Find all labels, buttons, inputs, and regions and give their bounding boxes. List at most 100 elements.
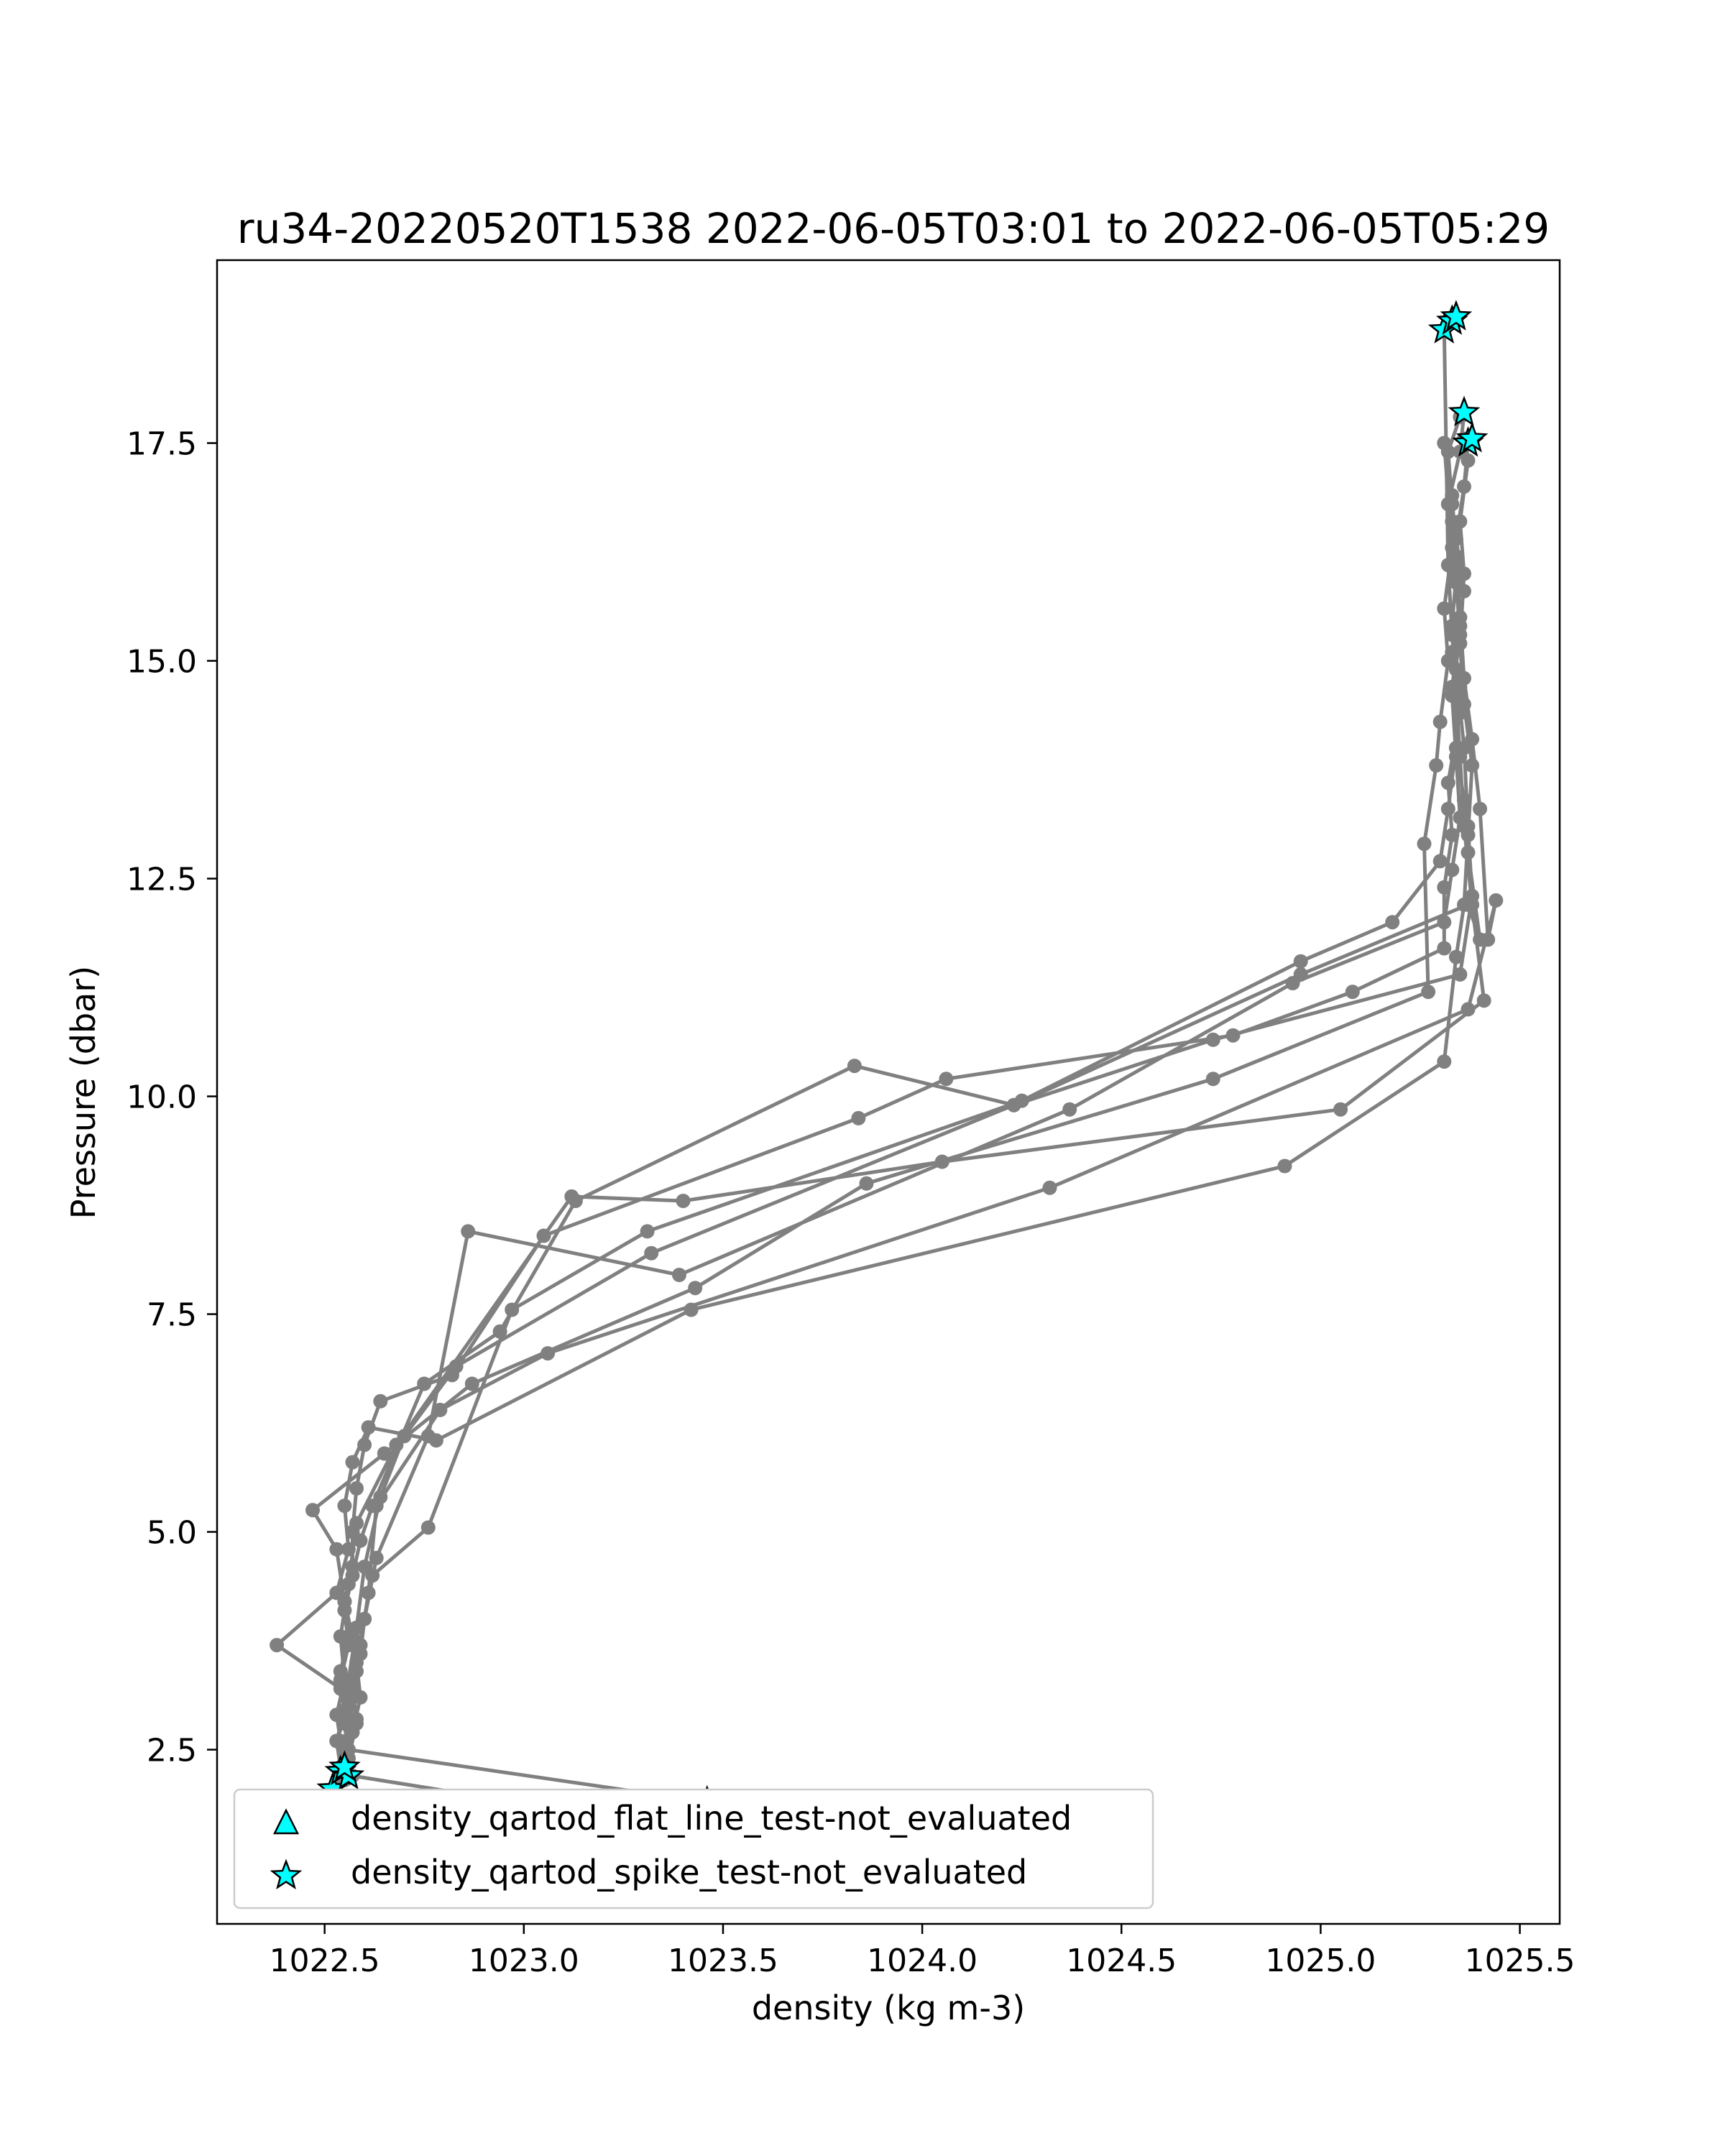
x-tick-label: 1023.5 xyxy=(668,1943,778,1979)
profile-point xyxy=(1062,1102,1077,1117)
x-tick-label: 1025.0 xyxy=(1265,1943,1376,1979)
profile-point xyxy=(377,1446,392,1461)
profile-point xyxy=(1429,758,1444,773)
profile-point xyxy=(640,1224,655,1239)
profile-point xyxy=(373,1490,388,1505)
profile-point xyxy=(337,1594,352,1609)
profile-point xyxy=(1277,1158,1292,1174)
profile-point xyxy=(672,1268,686,1282)
profile-point xyxy=(1453,967,1468,982)
legend-label-spike: density_qartod_spike_test-not_evaluated xyxy=(351,1853,1027,1892)
profile-point xyxy=(1293,954,1308,969)
profile-point xyxy=(341,1577,356,1592)
profile-point xyxy=(1437,1054,1452,1069)
profile-point xyxy=(1460,819,1476,834)
x-tick-label: 1025.5 xyxy=(1465,1943,1576,1979)
profile-point xyxy=(349,1516,364,1531)
profile-point xyxy=(1476,993,1491,1008)
y-tick-label: 15.0 xyxy=(126,644,197,681)
y-tick-label: 12.5 xyxy=(126,862,197,898)
profile-point xyxy=(1042,1180,1057,1195)
profile-point xyxy=(464,1376,479,1391)
profile-point xyxy=(329,1733,344,1749)
profile-point xyxy=(1421,985,1436,1000)
y-tick-label: 5.0 xyxy=(147,1515,197,1552)
profile-point xyxy=(1448,549,1463,564)
profile-point xyxy=(688,1281,703,1296)
legend-box xyxy=(233,1788,1154,1909)
profile-point xyxy=(1417,837,1432,852)
profile-point xyxy=(847,1059,862,1074)
spike-flag-marker xyxy=(1448,395,1481,427)
profile-point xyxy=(397,1429,412,1444)
plot-area xyxy=(270,300,1504,1838)
profile-point xyxy=(1465,888,1480,903)
y-tick-label: 2.5 xyxy=(147,1733,197,1769)
profile-point xyxy=(341,1672,356,1687)
profile-point xyxy=(1453,609,1468,625)
y-tick-label: 17.5 xyxy=(126,426,197,463)
profile-point xyxy=(1437,601,1452,616)
legend-triangle-marker xyxy=(272,1808,300,1835)
x-tick-label: 1024.0 xyxy=(867,1943,978,1979)
spike-flag-marker xyxy=(1440,300,1473,331)
profile-point xyxy=(361,1585,376,1600)
profile-point xyxy=(1205,1032,1220,1047)
x-axis-label: density (kg m-3) xyxy=(752,1989,1025,2027)
profile-point xyxy=(1460,453,1476,468)
legend-label-flat-line: density_qartod_flat_line_test-not_evalua… xyxy=(351,1799,1072,1838)
legend-star-marker xyxy=(270,1858,303,1890)
profile-point xyxy=(329,1542,344,1557)
y-axis-label: Pressure (dbar) xyxy=(64,966,103,1219)
profile-line xyxy=(346,495,1498,1759)
profile-point xyxy=(1437,941,1452,956)
profile-point xyxy=(417,1376,432,1391)
y-axis: 2.5 5.0 7.5 10.0 12.5 15.0 17.5 xyxy=(126,426,217,1769)
profile-point xyxy=(1473,801,1488,816)
legend: density_qartod_flat_line_test-not_evalua… xyxy=(233,1788,1154,1909)
profile-point xyxy=(1457,740,1471,755)
profile-point xyxy=(349,1481,364,1496)
profile-point xyxy=(448,1359,464,1374)
profile-point xyxy=(1481,932,1496,947)
profile-point xyxy=(1489,893,1504,908)
profile-point xyxy=(433,1402,448,1417)
profile-point xyxy=(345,1716,360,1731)
profile-point xyxy=(270,1638,285,1653)
profile-point xyxy=(1006,1097,1021,1112)
profile-point xyxy=(341,1542,356,1557)
profile-point xyxy=(939,1072,954,1087)
profile-point xyxy=(349,1620,364,1635)
profile-point xyxy=(1448,949,1463,964)
profile-point xyxy=(345,1455,360,1470)
x-tick-label: 1022.5 xyxy=(270,1943,380,1979)
profile-point xyxy=(1385,915,1400,930)
star-marker xyxy=(270,1858,303,1890)
profile-point xyxy=(851,1110,866,1125)
spike-flag-marker xyxy=(328,1750,361,1781)
profile-point xyxy=(1437,915,1452,930)
profile-point xyxy=(1445,862,1460,877)
profile-point xyxy=(1345,985,1360,1000)
plot-frame xyxy=(216,259,1561,1925)
profile-point xyxy=(1333,1102,1348,1117)
profile-point xyxy=(859,1176,874,1191)
profile-point xyxy=(1440,444,1455,459)
profile-point xyxy=(564,1189,579,1204)
profile-point xyxy=(1448,662,1463,677)
profile-point xyxy=(420,1520,436,1535)
y-tick-label: 7.5 xyxy=(147,1297,197,1334)
profile-point xyxy=(540,1346,556,1361)
profile-point xyxy=(337,1498,352,1514)
profile-point xyxy=(1445,688,1460,703)
profile-point xyxy=(373,1393,388,1409)
x-tick-label: 1023.0 xyxy=(469,1943,579,1979)
profile-point xyxy=(357,1560,372,1575)
profile-point xyxy=(305,1503,320,1518)
profile-point xyxy=(1432,714,1448,729)
profile-point xyxy=(1205,1072,1220,1087)
y-tick-label: 10.0 xyxy=(126,1079,197,1116)
profile-point xyxy=(1445,488,1460,503)
x-axis: 1022.5 1023.0 1023.5 1024.0 1024.5 1025.0 1025… xyxy=(270,1924,1576,1979)
